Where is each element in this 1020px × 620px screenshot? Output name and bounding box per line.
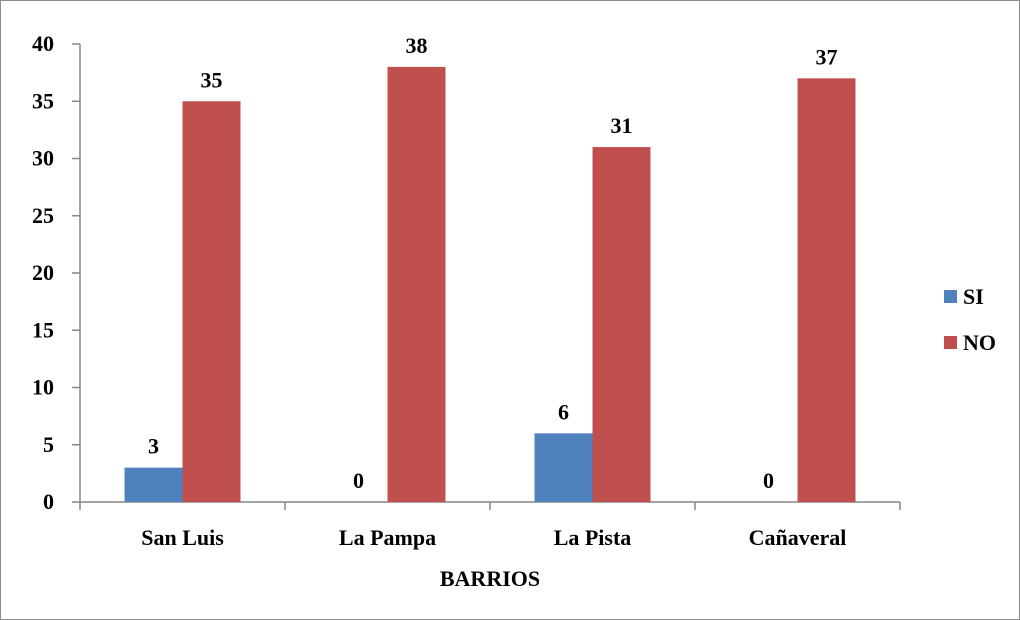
data-label-si: 6 <box>558 399 569 424</box>
y-tick-label: 35 <box>32 88 54 113</box>
legend-label-si: SI <box>963 284 984 309</box>
legend-label-no: NO <box>963 330 996 355</box>
legend: SI NO <box>944 284 996 355</box>
bar-no <box>592 147 651 503</box>
x-tick-label: Cañaveral <box>749 525 847 550</box>
x-tick-label: La Pista <box>554 525 632 550</box>
bars <box>124 66 856 503</box>
bar-no <box>387 66 446 503</box>
bar-no <box>182 101 241 502</box>
y-tick-label: 40 <box>32 31 54 56</box>
bar-no <box>797 78 856 502</box>
y-tick-label: 25 <box>32 203 54 228</box>
x-tick-label: San Luis <box>141 525 224 550</box>
y-tick-label: 20 <box>32 260 54 285</box>
data-label-no: 37 <box>816 44 838 69</box>
data-label-no: 35 <box>201 67 223 92</box>
x-axis: San Luis La Pampa La Pista Cañaveral <box>79 501 901 550</box>
bar-si <box>124 467 183 502</box>
y-tick-label: 0 <box>43 489 54 514</box>
y-axis: 0 5 10 15 20 25 30 35 40 <box>32 31 81 514</box>
y-tick-label: 5 <box>43 432 54 457</box>
legend-swatch-no <box>944 336 957 349</box>
y-tick-label: 15 <box>32 317 54 342</box>
x-tick-label: La Pampa <box>339 525 436 550</box>
bar-si <box>534 433 593 502</box>
data-label-no: 31 <box>611 113 633 138</box>
data-label-no: 38 <box>406 33 428 58</box>
data-label-si: 3 <box>148 434 159 459</box>
y-tick-label: 10 <box>32 375 54 400</box>
data-label-si: 0 <box>353 468 364 493</box>
legend-swatch-si <box>944 290 957 303</box>
x-axis-title: BARRIOS <box>440 566 540 591</box>
data-labels: 3 0 6 0 35 38 31 37 <box>148 33 838 493</box>
data-label-si: 0 <box>763 468 774 493</box>
y-tick-label: 30 <box>32 146 54 171</box>
